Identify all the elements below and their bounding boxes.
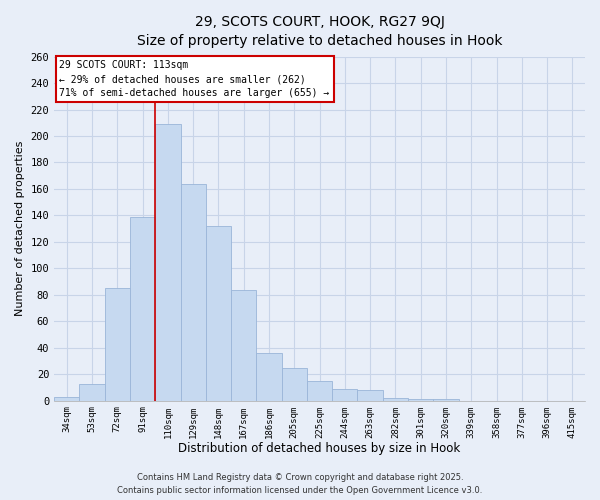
Text: 29 SCOTS COURT: 113sqm
← 29% of detached houses are smaller (262)
71% of semi-de: 29 SCOTS COURT: 113sqm ← 29% of detached… xyxy=(59,60,330,98)
Bar xyxy=(54,397,79,400)
Bar xyxy=(383,398,408,400)
Bar xyxy=(181,184,206,400)
Bar xyxy=(105,288,130,401)
X-axis label: Distribution of detached houses by size in Hook: Distribution of detached houses by size … xyxy=(178,442,461,455)
Bar xyxy=(206,226,231,400)
Bar xyxy=(155,124,181,400)
Y-axis label: Number of detached properties: Number of detached properties xyxy=(15,141,25,316)
Bar xyxy=(358,390,383,400)
Bar xyxy=(307,381,332,400)
Bar xyxy=(332,389,358,400)
Bar xyxy=(130,217,155,400)
Text: Contains HM Land Registry data © Crown copyright and database right 2025.
Contai: Contains HM Land Registry data © Crown c… xyxy=(118,474,482,495)
Bar xyxy=(256,353,281,401)
Bar xyxy=(79,384,105,400)
Title: 29, SCOTS COURT, HOOK, RG27 9QJ
Size of property relative to detached houses in : 29, SCOTS COURT, HOOK, RG27 9QJ Size of … xyxy=(137,15,502,48)
Bar xyxy=(231,290,256,401)
Bar xyxy=(281,368,307,400)
